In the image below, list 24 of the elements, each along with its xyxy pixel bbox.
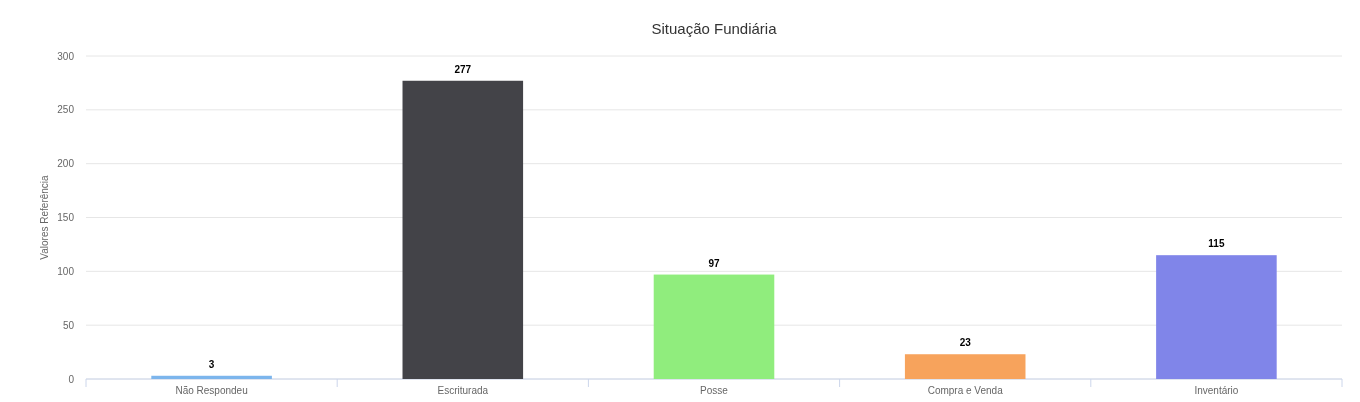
- x-tick-label: Compra e Venda: [927, 385, 1004, 396]
- bar: [1156, 255, 1277, 379]
- x-tick-label: Escriturada: [437, 385, 489, 396]
- y-tick-label: 100: [57, 265, 75, 277]
- y-tick-label: 200: [57, 158, 75, 170]
- chart-title: Situação Fundiária: [651, 20, 778, 37]
- data-label: 3: [208, 358, 215, 370]
- x-tick-label: Não Respondeu: [175, 385, 248, 396]
- data-label: 277: [454, 63, 472, 75]
- data-label: 97: [708, 257, 720, 269]
- y-tick-label: 50: [62, 319, 75, 331]
- y-axis-title: Valores Referência: [39, 174, 50, 260]
- bar: [904, 354, 1026, 379]
- data-label: 23: [959, 337, 972, 349]
- bar: [151, 375, 272, 379]
- y-tick-label: 0: [68, 373, 75, 385]
- bar: [653, 274, 775, 379]
- bar: [402, 80, 524, 379]
- y-tick-label: 150: [57, 212, 75, 223]
- y-tick-label: 300: [57, 50, 75, 62]
- x-tick-label: Inventário: [1194, 385, 1239, 396]
- x-tick-label: Posse: [700, 385, 729, 396]
- y-tick-label: 250: [57, 104, 75, 116]
- data-label: 115: [1208, 238, 1225, 250]
